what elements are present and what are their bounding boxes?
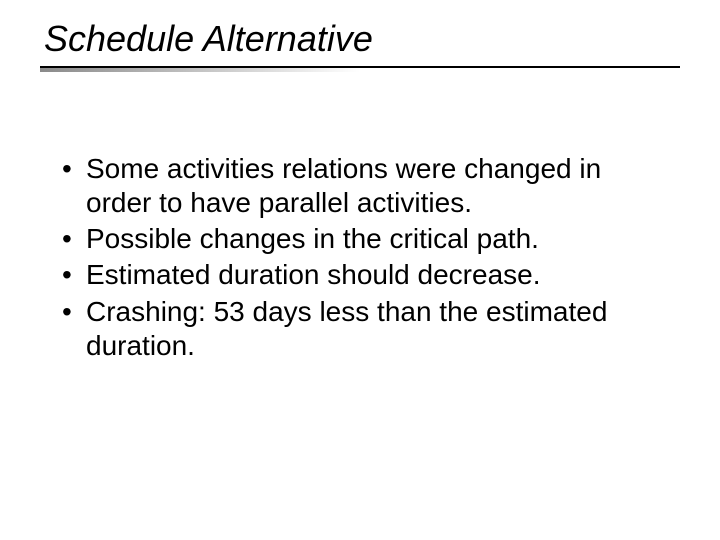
slide-title: Schedule Alternative — [40, 18, 680, 66]
list-item: Some activities relations were changed i… — [62, 152, 640, 220]
divider-gradient — [40, 68, 360, 72]
bullet-list: Some activities relations were changed i… — [40, 152, 640, 363]
title-divider — [40, 66, 680, 72]
list-item: Crashing: 53 days less than the estimate… — [62, 295, 640, 363]
list-item: Possible changes in the critical path. — [62, 222, 640, 256]
list-item: Estimated duration should decrease. — [62, 258, 640, 292]
